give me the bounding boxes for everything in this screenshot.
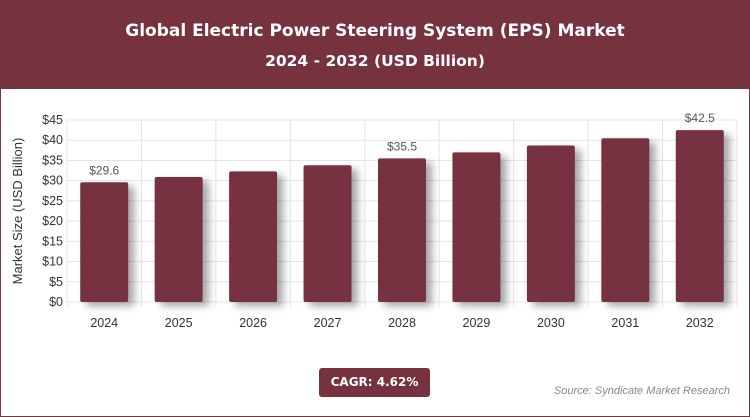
cagr-badge: CAGR: 4.62%	[319, 368, 430, 397]
bar-2024	[80, 182, 129, 302]
bar-2026	[229, 171, 278, 302]
chart-title: Global Electric Power Steering System (E…	[125, 21, 625, 41]
x-tick-label: 2029	[463, 316, 491, 330]
chart-subtitle: 2024 - 2032 (USD Billion)	[265, 52, 485, 70]
y-tick-label: $25	[42, 194, 63, 208]
bar-2027	[303, 165, 352, 302]
chart-header: Global Electric Power Steering System (E…	[1, 1, 749, 89]
bar-2025	[154, 177, 203, 302]
y-tick-label: $20	[42, 214, 63, 228]
x-tick-label: 2032	[686, 316, 714, 330]
x-tick-label: 2027	[314, 316, 342, 330]
data-label: $42.5	[685, 111, 715, 125]
x-tick-label: 2031	[611, 316, 639, 330]
source-note: Source: Syndicate Market Research	[553, 385, 730, 397]
data-label: $35.5	[387, 139, 417, 153]
y-tick-label: $10	[42, 255, 63, 269]
x-tick-label: 2028	[388, 316, 416, 330]
y-tick-label: $30	[42, 174, 63, 188]
x-tick-label: 2024	[90, 316, 118, 330]
y-tick-label: $40	[42, 133, 63, 147]
x-tick-label: 2026	[239, 316, 267, 330]
bar-2028	[378, 158, 426, 302]
bar-2029	[452, 152, 501, 302]
x-tick-label: 2025	[165, 316, 193, 330]
y-tick-label: $0	[49, 295, 63, 309]
data-label: $29.6	[89, 163, 119, 177]
bar-2030	[526, 145, 575, 302]
y-tick-label: $45	[42, 113, 63, 127]
y-axis-label: Market Size (USD Billion)	[10, 138, 25, 285]
y-tick-label: $15	[42, 234, 63, 248]
bar-2031	[601, 138, 650, 302]
y-tick-label: $5	[49, 275, 63, 289]
y-tick-label: $35	[42, 153, 63, 167]
bar-2032	[675, 130, 724, 302]
x-tick-label: 2030	[537, 316, 565, 330]
